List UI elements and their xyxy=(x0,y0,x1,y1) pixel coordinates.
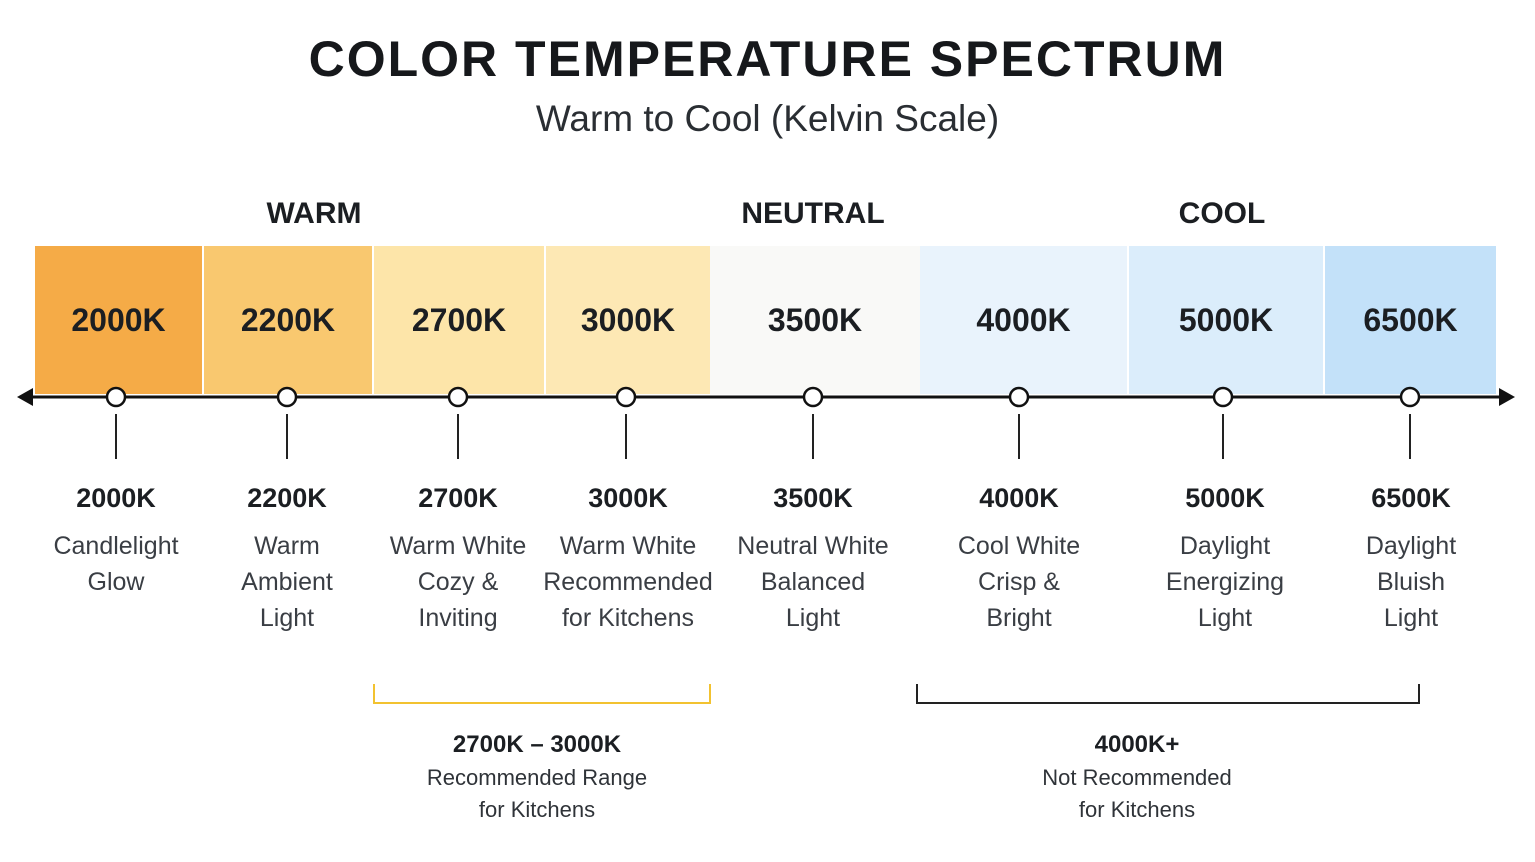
temp-label-4000k: 4000K Cool White Crisp & Bright xyxy=(924,480,1114,636)
not-recommended-range-bracket xyxy=(916,684,1420,704)
group-label-neutral: NEUTRAL xyxy=(741,197,885,230)
band-4000k: 4000K xyxy=(920,246,1127,394)
desc-line: Light xyxy=(1197,604,1253,632)
range-line: for Kitchens xyxy=(1078,797,1196,822)
band-label: 3500K xyxy=(767,301,863,338)
temp-description: Daylight Bluish Light xyxy=(1316,528,1506,636)
temp-kelvin: 4000K xyxy=(979,483,1059,513)
temp-label-2200k: 2200K Warm Ambient Light xyxy=(192,480,382,636)
desc-line: Warm White xyxy=(559,532,697,560)
temp-kelvin: 6500K xyxy=(1371,483,1451,513)
temp-description: Neutral White Balanced Light xyxy=(718,528,908,636)
band-3500k: 3500K xyxy=(710,246,920,394)
temp-label-2700k: 2700K Warm White Cozy & Inviting xyxy=(363,480,553,636)
temp-label-5000k: 5000K Daylight Energizing Light xyxy=(1130,480,1320,636)
temp-description: Warm White Cozy & Inviting xyxy=(363,528,553,636)
stem xyxy=(1409,414,1411,459)
stem xyxy=(1222,414,1224,459)
band-2700k: 2700K xyxy=(374,246,544,394)
temp-description: Warm Ambient Light xyxy=(192,528,382,636)
desc-line: Candlelight xyxy=(53,532,179,560)
desc-line: Light xyxy=(1383,604,1439,632)
stem xyxy=(625,414,627,459)
axis-marker-6500k xyxy=(1399,386,1421,408)
band-label: 3000K xyxy=(580,301,676,338)
temp-kelvin: 2000K xyxy=(76,483,156,513)
stem xyxy=(812,414,814,459)
axis-marker-5000k xyxy=(1212,386,1234,408)
band-6500k: 6500K xyxy=(1325,246,1496,394)
band-5000k: 5000K xyxy=(1129,246,1323,394)
axis-marker-2200k xyxy=(276,386,298,408)
axis-marker-3500k xyxy=(802,386,824,408)
recommended-range-note: 2700K – 3000K Recommended Range for Kitc… xyxy=(357,728,717,826)
temp-kelvin: 2700K xyxy=(418,483,498,513)
page-subtitle: Warm to Cool (Kelvin Scale) xyxy=(535,98,1000,139)
group-label-warm: WARM xyxy=(266,197,362,230)
page-title: COLOR TEMPERATURE SPECTRUM xyxy=(308,31,1227,87)
temp-label-2000k: 2000K Candlelight Glow xyxy=(21,480,211,600)
desc-line: Balanced xyxy=(760,568,866,596)
band-label: 4000K xyxy=(976,301,1071,338)
desc-line: Light xyxy=(259,604,315,632)
temp-description: Warm White Recommended for Kitchens xyxy=(533,528,723,636)
band-label: 2000K xyxy=(71,301,166,338)
recommended-range-bracket xyxy=(373,684,711,704)
temp-description: Daylight Energizing Light xyxy=(1130,528,1320,636)
desc-line: Warm xyxy=(254,532,320,560)
range-line: Not Recommended xyxy=(1042,765,1232,790)
desc-line: Energizing xyxy=(1165,568,1285,596)
temp-description: Candlelight Glow xyxy=(21,528,211,600)
desc-line: Warm White xyxy=(389,532,527,560)
range-title: 2700K – 3000K xyxy=(452,731,622,758)
axis-marker-3000k xyxy=(615,386,637,408)
desc-line: Inviting xyxy=(418,604,498,632)
desc-line: Ambient xyxy=(241,568,333,596)
not-recommended-range-note: 4000K+ Not Recommended for Kitchens xyxy=(957,728,1317,826)
desc-line: Neutral White xyxy=(737,532,889,560)
desc-line: Recommended xyxy=(543,568,713,596)
desc-line: Bluish xyxy=(1376,568,1446,596)
stem xyxy=(115,414,117,459)
range-line: Recommended Range xyxy=(426,765,648,790)
arrow-right-icon xyxy=(1499,388,1515,406)
temp-label-6500k: 6500K Daylight Bluish Light xyxy=(1316,480,1506,636)
range-title: 4000K+ xyxy=(1094,731,1180,758)
group-label-cool: COOL xyxy=(1178,197,1266,230)
desc-line: for Kitchens xyxy=(561,604,694,632)
axis-marker-4000k xyxy=(1008,386,1030,408)
stem xyxy=(1018,414,1020,459)
desc-line: Glow xyxy=(87,568,145,596)
desc-line: Daylight xyxy=(1179,532,1271,560)
band-label: 5000K xyxy=(1178,301,1274,338)
arrow-left-icon xyxy=(17,388,33,406)
kelvin-axis xyxy=(17,386,1515,408)
band-label: 2200K xyxy=(240,301,336,338)
desc-line: Daylight xyxy=(1365,532,1457,560)
desc-line: Crisp & xyxy=(978,568,1060,596)
band-2200k: 2200K xyxy=(204,246,372,394)
temp-kelvin: 5000K xyxy=(1185,483,1265,513)
band-3000k: 3000K xyxy=(546,246,710,394)
temp-kelvin: 2200K xyxy=(247,483,327,513)
temp-kelvin: 3500K xyxy=(773,483,853,513)
axis-marker-2700k xyxy=(447,386,469,408)
desc-line: Light xyxy=(785,604,841,632)
temp-description: Cool White Crisp & Bright xyxy=(924,528,1114,636)
temp-label-3500k: 3500K Neutral White Balanced Light xyxy=(718,480,908,636)
range-line: for Kitchens xyxy=(478,797,596,822)
desc-line: Cozy & xyxy=(417,568,499,596)
stem xyxy=(286,414,288,459)
temp-kelvin: 3000K xyxy=(588,483,668,513)
desc-line: Bright xyxy=(986,604,1052,632)
band-2000k: 2000K xyxy=(35,246,202,394)
desc-line: Cool White xyxy=(957,532,1081,560)
stem xyxy=(457,414,459,459)
temp-label-3000k: 3000K Warm White Recommended for Kitchen… xyxy=(533,480,723,636)
axis-marker-2000k xyxy=(105,386,127,408)
band-label: 2700K xyxy=(411,301,507,338)
band-label: 6500K xyxy=(1363,301,1458,338)
